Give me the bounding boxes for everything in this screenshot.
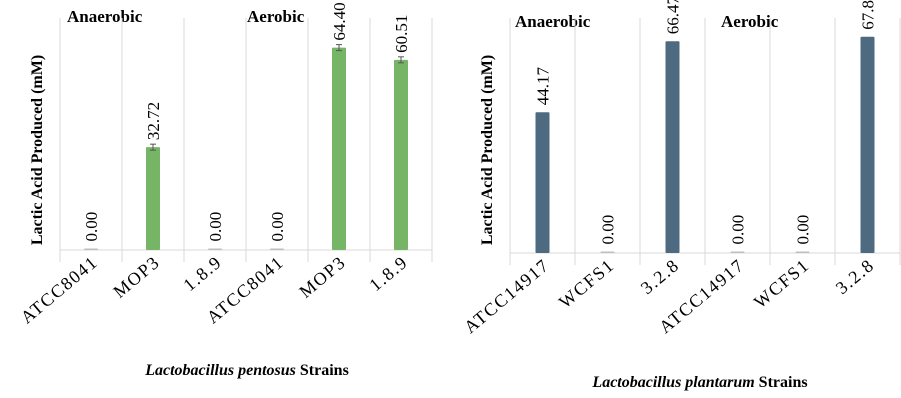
bar-left-5 xyxy=(394,59,408,250)
x-tick-label-right-5: 3.2.8 xyxy=(832,255,878,298)
y-axis-label-left: Lactic Acid Produced (mM) xyxy=(29,55,46,245)
x-axis-title-left: Lactobacillus pentosus Strains xyxy=(144,362,349,379)
bar-left-0 xyxy=(84,248,98,250)
x-axis-title-italic-left: Lactobacillus pentosus xyxy=(144,362,296,379)
x-tick-label-left-4: MOP3 xyxy=(295,252,349,302)
x-tick-label-right-0: ATCC14917 xyxy=(460,255,553,338)
data-label-right-5: 67.89 xyxy=(859,0,878,30)
x-axis-title-rest-right: Strains xyxy=(755,374,808,391)
data-label-right-0: 44.17 xyxy=(534,67,553,106)
data-label-left-3: 0.00 xyxy=(268,212,287,242)
x-axis-title-italic-right: Lactobacillus plantarum xyxy=(591,374,754,391)
x-tick-label-left-0: ATCC8041 xyxy=(17,252,102,328)
chart-left: Anaerobic Aerobic Lactic Acid Produced (… xyxy=(17,2,433,379)
x-tick-label-left-1: MOP3 xyxy=(109,252,163,302)
group-label-anaerobic-left: Anaerobic xyxy=(67,7,143,26)
data-label-left-2: 0.00 xyxy=(206,212,225,242)
data-label-left-0: 0.00 xyxy=(82,212,101,242)
bar-left-2 xyxy=(208,248,222,250)
chart-right: Anaerobic Aerobic Lactic Acid Produced (… xyxy=(460,0,901,391)
data-label-right-1: 0.00 xyxy=(599,215,618,245)
group-label-aerobic-right: Aerobic xyxy=(721,12,779,31)
bar-right-2 xyxy=(665,41,680,253)
group-label-aerobic-left: Aerobic xyxy=(247,7,305,26)
data-label-right-4: 0.00 xyxy=(794,215,813,245)
data-label-right-2: 66.47 xyxy=(664,0,683,34)
data-labels-left: 0.00 32.72 0.00 0.00 64.40 60.51 xyxy=(82,2,411,241)
y-axis-label-right: Lactic Acid Produced (mM) xyxy=(479,55,496,245)
x-tick-label-left-2: 1.8.9 xyxy=(179,252,225,295)
data-label-left-4: 64.40 xyxy=(330,2,349,40)
x-tick-label-right-4: WCFS1 xyxy=(750,255,813,312)
data-label-left-1: 32.72 xyxy=(144,102,163,140)
bars-right xyxy=(535,36,875,253)
data-label-left-5: 60.51 xyxy=(392,15,411,53)
x-tick-label-right-1: WCFS1 xyxy=(555,255,618,312)
bar-right-5 xyxy=(860,36,875,253)
bars-left xyxy=(84,44,408,250)
group-label-anaerobic-right: Anaerobic xyxy=(515,12,591,31)
x-axis-title-rest-left: Strains xyxy=(296,362,349,379)
x-tick-label-right-2: 3.2.8 xyxy=(637,255,683,298)
x-tick-label-left-5: 1.8.9 xyxy=(365,252,411,295)
bar-right-4 xyxy=(795,251,810,253)
data-label-right-3: 0.00 xyxy=(729,215,748,245)
gridlines-right xyxy=(509,18,901,265)
bar-left-1 xyxy=(146,147,160,250)
bar-left-3 xyxy=(270,248,284,250)
bar-right-1 xyxy=(600,251,615,253)
data-labels-right: 44.17 0.00 66.47 0.00 0.00 67.89 xyxy=(534,0,878,245)
bar-right-0 xyxy=(535,112,550,253)
x-axis-title-right: Lactobacillus plantarum Strains xyxy=(591,374,807,391)
bar-right-3 xyxy=(730,251,745,253)
gridlines-left xyxy=(59,18,433,262)
bar-left-4 xyxy=(332,47,346,250)
